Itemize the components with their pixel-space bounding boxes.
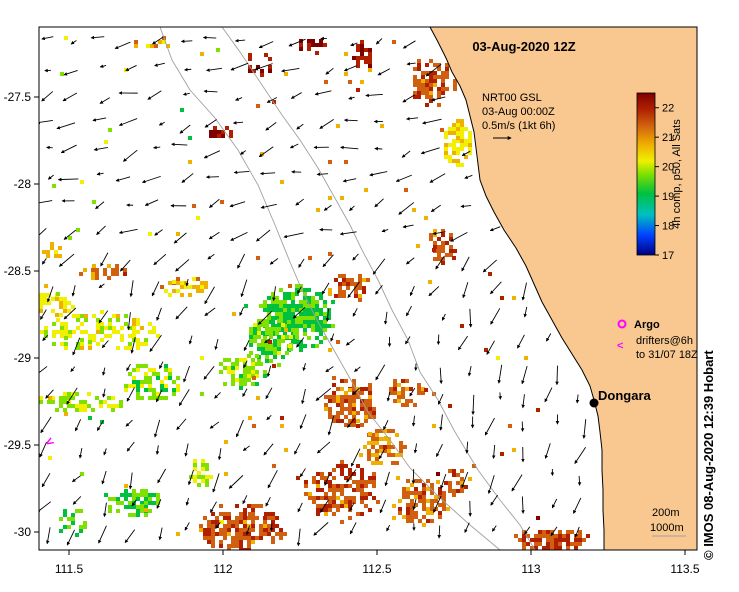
place-marker-dongara: Dongara <box>589 388 652 408</box>
map-title: 03-Aug-2020 12Z <box>472 39 575 54</box>
colorbar-ramp <box>636 92 656 256</box>
argo-float-icon <box>617 319 627 329</box>
colorbar-tick-label: 19 <box>662 191 674 203</box>
drifter-icon: < <box>617 340 623 352</box>
x-tick-label: 112 <box>213 562 232 576</box>
colorbar-tick-label: 20 <box>662 162 674 174</box>
wind-legend-line3: 0.5m/s (1kt 6h) <box>482 120 555 132</box>
colorbar-tick-label: 21 <box>662 132 674 144</box>
isobath-200m <box>221 27 536 550</box>
bathymetry-contours <box>159 27 536 550</box>
place-label: Dongara <box>598 388 652 403</box>
y-tick-label: -27.5 <box>4 90 32 104</box>
copyright-credit: © IMOS 08-Aug-2020 12:39 Hobart <box>701 350 716 560</box>
x-tick-label: 113.5 <box>670 562 699 576</box>
sst-pixel-layer <box>39 36 590 550</box>
isobath-1000m <box>159 27 501 550</box>
symbol-legend: Argo < drifters@6h to 31/07 18Z <box>617 319 698 361</box>
wind-arrows <box>39 35 587 547</box>
depth-legend: 200m 1000m <box>650 507 686 537</box>
colorbar: 17 18 19 20 21 22 4h comp, p50, All Sats <box>636 92 683 262</box>
colorbar-tick-label: 17 <box>662 250 674 262</box>
y-axis: -27.5 -28 -28.5 -29 -29.5 -30 <box>4 90 39 539</box>
colorbar-tick-label: 22 <box>662 103 674 115</box>
wind-legend-line2: 03-Aug 00:00Z <box>482 106 555 118</box>
drifter-label-line2: to 31/07 18Z <box>636 349 698 361</box>
wind-legend: NRT00 GSL 03-Aug 00:00Z 0.5m/s (1kt 6h) <box>482 92 555 140</box>
drifter-label-line1: drifters@6h <box>636 335 693 347</box>
wind-legend-line1: NRT00 GSL <box>482 92 542 104</box>
y-tick-label: -30 <box>14 525 32 539</box>
x-tick-label: 113 <box>521 562 540 576</box>
colorbar-label: 4h comp, p50, All Sats <box>671 119 683 229</box>
x-tick-label: 111.5 <box>55 562 84 576</box>
depth-legend-1000m: 1000m <box>650 522 684 534</box>
y-tick-label: -29.5 <box>4 438 32 452</box>
y-tick-label: -29 <box>14 351 32 365</box>
x-tick-label: 112.5 <box>362 562 391 576</box>
y-tick-label: -28.5 <box>4 264 32 278</box>
land <box>429 27 697 550</box>
argo-label: Argo <box>634 319 660 331</box>
colorbar-tick-label: 18 <box>662 221 674 233</box>
y-tick-label: -28 <box>14 177 32 191</box>
depth-legend-200m: 200m <box>652 507 680 519</box>
town-dot-icon <box>589 398 599 408</box>
plot-frame <box>38 26 698 551</box>
